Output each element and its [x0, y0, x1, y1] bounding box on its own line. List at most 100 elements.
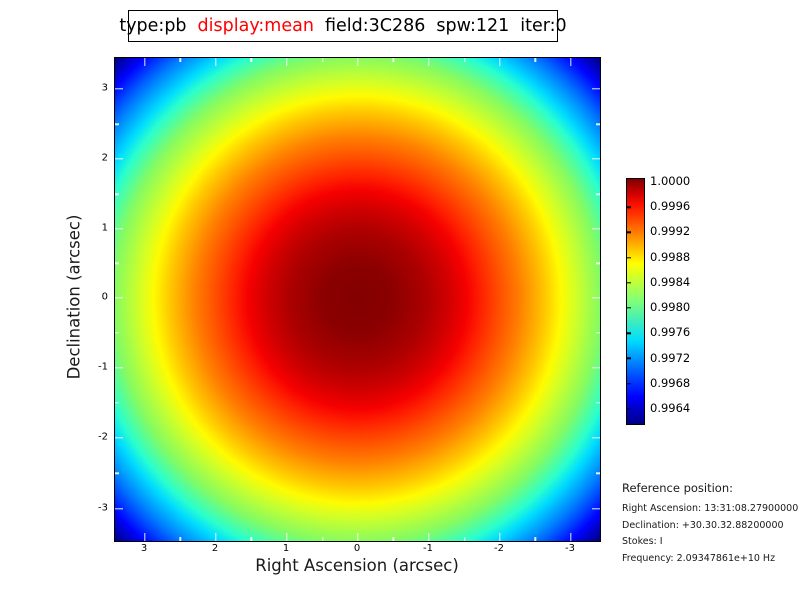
axis-tick-mark	[115, 437, 123, 439]
axis-tick-mark	[592, 228, 600, 230]
axis-tick-mark	[215, 533, 217, 541]
axis-minor-tick-mark	[596, 123, 600, 125]
colorbar-tick-label: 0.9988	[650, 250, 691, 264]
y-tick-label: 3	[101, 82, 108, 94]
title-token-type: type:pb	[119, 16, 187, 36]
x-tick-label: 2	[211, 543, 219, 554]
axis-minor-tick-mark	[179, 58, 182, 62]
title-token-display: display:mean	[197, 16, 314, 36]
colorbar-tick-label: 0.9984	[650, 275, 691, 289]
title-token-iter: iter:0	[520, 16, 567, 36]
title-token-spw: spw:121	[436, 16, 510, 36]
axis-tick-mark	[115, 367, 123, 369]
reference-right-ascension: Right Ascension: 13:31:08.27900000	[622, 503, 799, 514]
axis-minor-tick-mark	[596, 472, 600, 475]
axis-minor-tick-mark	[321, 537, 324, 541]
figure-title: type:pb display:mean field:3C286 spw:121…	[119, 10, 567, 42]
colorbar-tick-label: 0.9976	[650, 325, 691, 339]
colorbar-tick-mark	[627, 256, 631, 259]
colorbar-tick-label: 0.9996	[650, 199, 691, 213]
colorbar-tick-mark	[627, 282, 631, 284]
x-tick-label: -3	[565, 543, 575, 554]
axis-minor-tick-mark	[115, 402, 119, 404]
axis-minor-tick-mark	[179, 537, 182, 541]
colorbar	[626, 178, 645, 425]
reference-declination: Declination: +30.30.32.88200000	[622, 519, 784, 531]
axis-tick-mark	[144, 533, 146, 541]
axis-minor-tick-mark	[250, 58, 252, 62]
axis-tick-mark	[115, 297, 123, 299]
x-tick-label: -2	[494, 543, 504, 554]
axis-tick-mark	[428, 58, 430, 66]
axis-tick-mark	[115, 508, 123, 510]
axis-minor-tick-mark	[392, 537, 395, 541]
colorbar-tick-mark	[627, 408, 631, 410]
x-tick-label: 1	[282, 543, 290, 554]
axis-tick-mark	[286, 533, 288, 541]
y-tick-label: 2	[101, 152, 108, 164]
axis-minor-tick-mark	[596, 193, 600, 195]
colorbar-tick-mark	[627, 332, 631, 334]
axis-minor-tick-mark	[115, 472, 119, 475]
colorbar-tick-label: 0.9968	[650, 376, 691, 390]
axis-minor-tick-mark	[534, 537, 537, 541]
colorbar-tick-mark	[627, 206, 631, 208]
y-axis-title: Declination (arcsec)	[64, 214, 84, 380]
y-tick-label: -2	[98, 431, 108, 443]
axis-minor-tick-mark	[250, 537, 252, 541]
axis-minor-tick-mark	[534, 58, 537, 62]
axis-tick-mark	[570, 58, 572, 66]
axis-tick-mark	[499, 58, 501, 66]
axis-tick-mark	[357, 58, 359, 66]
axis-tick-mark	[592, 508, 600, 510]
axis-tick-mark	[592, 158, 600, 160]
colorbar-tick-label: 0.9980	[650, 300, 691, 314]
axis-tick-mark	[144, 58, 146, 66]
reference-stokes: Stokes: I	[622, 536, 663, 547]
colorbar-tick-mark	[627, 357, 631, 360]
axis-minor-tick-mark	[596, 332, 600, 334]
axis-tick-mark	[115, 88, 123, 90]
colorbar-tick-label: 0.9964	[650, 401, 691, 415]
plot-area	[114, 57, 601, 542]
colorbar-tick-mark	[627, 382, 631, 385]
axis-tick-mark	[215, 58, 217, 66]
colorbar-tick-mark	[627, 307, 631, 309]
title-token-field: field:3C286	[324, 16, 426, 36]
colorbar-tick-label: 0.9992	[650, 224, 691, 238]
reference-block: Reference position: Right Ascension: 13:…	[622, 481, 798, 569]
reference-frequency: Frequency: 2.09347861e+10 Hz	[622, 552, 776, 564]
axis-tick-mark	[592, 437, 600, 439]
axis-minor-tick-mark	[321, 58, 324, 62]
axis-minor-tick-mark	[392, 58, 395, 62]
axis-minor-tick-mark	[115, 332, 119, 334]
axis-minor-tick-mark	[115, 123, 119, 125]
axis-tick-mark	[570, 533, 572, 541]
colorbar-tick-label: 0.9972	[650, 351, 691, 365]
x-tick-label: -1	[423, 543, 433, 554]
axis-tick-mark	[286, 58, 288, 66]
colorbar-tick-mark	[627, 231, 631, 234]
x-tick-label: 0	[353, 543, 361, 554]
axis-minor-tick-mark	[463, 537, 466, 541]
x-tick-label: 3	[140, 543, 148, 554]
y-tick-label: -3	[98, 502, 108, 514]
axis-minor-tick-mark	[115, 193, 119, 195]
axis-tick-mark	[357, 533, 359, 541]
y-tick-label: -1	[98, 361, 108, 373]
y-tick-label: 1	[101, 222, 108, 234]
reference-heading: Reference position:	[622, 481, 733, 495]
y-tick-label: 0	[101, 291, 108, 303]
axis-tick-mark	[115, 228, 123, 230]
axis-tick-mark	[592, 367, 600, 369]
axis-tick-mark	[592, 297, 600, 299]
colorbar-tick-label: 1.0000	[650, 174, 691, 188]
axis-minor-tick-mark	[115, 262, 119, 264]
axis-tick-mark	[428, 533, 430, 541]
axis-tick-mark	[115, 158, 123, 160]
axis-minor-tick-mark	[596, 402, 600, 404]
axis-minor-tick-mark	[596, 262, 600, 264]
axis-tick-mark	[499, 533, 501, 541]
axis-minor-tick-mark	[463, 58, 466, 62]
axis-tick-mark	[592, 88, 600, 90]
